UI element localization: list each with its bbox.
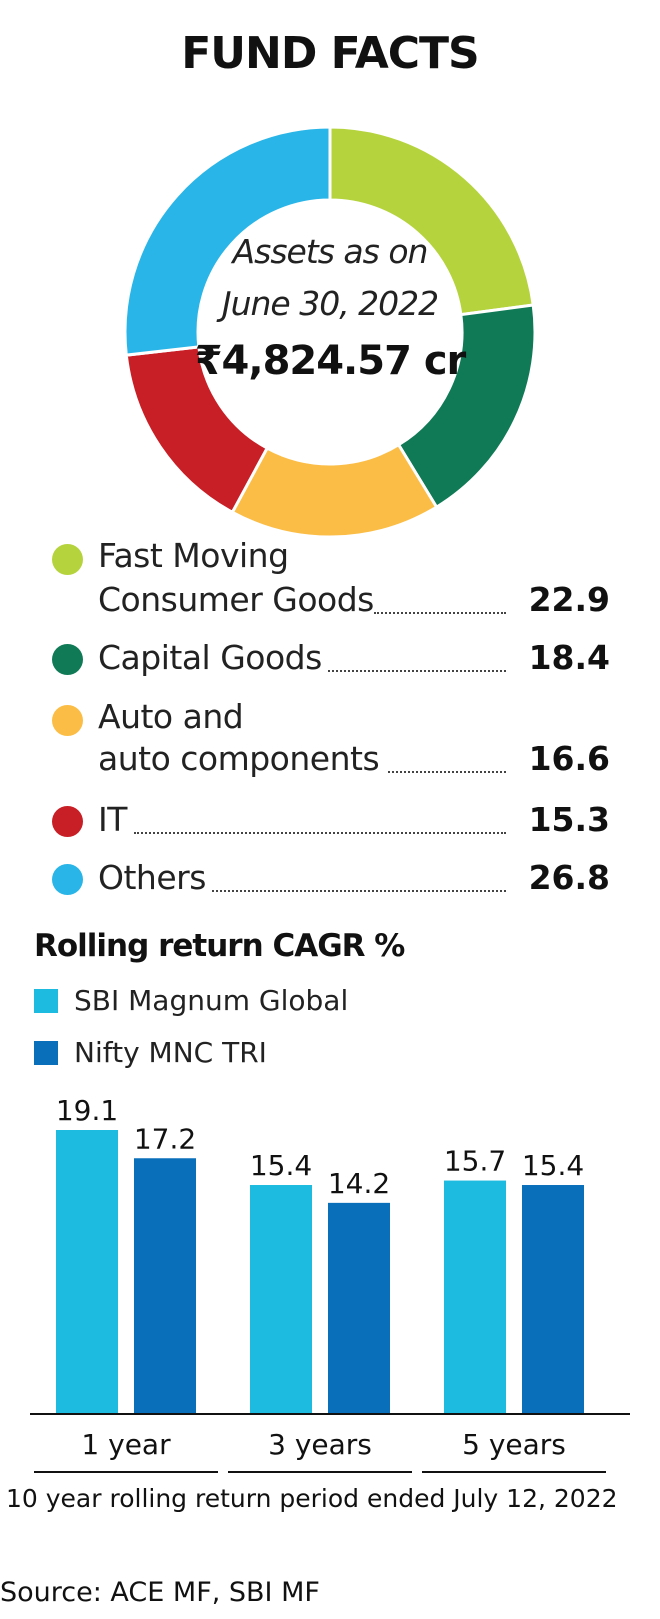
leader-dots <box>328 670 506 672</box>
series-legend-sbi: SBI Magnum Global <box>34 984 434 1018</box>
series-legend-nifty: Nifty MNC TRI <box>34 1036 434 1070</box>
rolling-return-bar-chart: 19.1 17.2 1 year 15.4 14.2 3 years 15.7 15.4 5 y… <box>30 1094 630 1473</box>
legend-label-line2: Consumer Goods <box>98 580 374 619</box>
sector-donut-chart <box>123 125 537 539</box>
donut-label-line2: June 30, 2022 <box>221 284 439 323</box>
legend-dot-capital-goods <box>52 644 83 675</box>
leader-dots <box>134 832 506 834</box>
legend-value-it: 15.3 <box>528 800 610 839</box>
series-swatch-sbi <box>34 989 58 1013</box>
donut-label-line1: Assets as on <box>232 232 429 271</box>
legend-item-fmcg: Fast Moving Consumer Goods 22.9 <box>52 536 610 620</box>
bar-value-label: 14.2 <box>328 1167 390 1200</box>
series-label-nifty: Nifty MNC TRI <box>74 1036 267 1069</box>
bar-value-label: 17.2 <box>134 1122 196 1155</box>
bar-sbi-1-year <box>56 1130 118 1414</box>
legend-item-others: Others 26.8 <box>52 858 610 898</box>
legend-value-auto: 16.6 <box>528 739 610 778</box>
series-label-sbi: SBI Magnum Global <box>74 984 349 1017</box>
legend-item-auto: Auto and auto components 16.6 <box>52 697 610 781</box>
donut-slice-others <box>123 125 332 357</box>
bar-chart-title: Rolling return CAGR % <box>34 928 405 964</box>
x-tick-label: 3 years <box>268 1428 372 1461</box>
infographic-panel: FUND FACTS Assets as on June 30, 2022 ₹4… <box>6 28 630 1513</box>
leader-dots <box>374 612 506 614</box>
legend-label-line1: Auto and <box>98 697 244 736</box>
legend-item-capital-goods: Capital Goods 18.4 <box>52 638 610 678</box>
total-assets-value: ₹4,824.57 cr <box>194 338 467 384</box>
legend-dot-others <box>52 864 83 895</box>
source-credit: Source: ACE MF, SBI MF <box>0 1577 320 1608</box>
leader-dots <box>212 890 506 892</box>
legend-item-it: IT 15.3 <box>52 800 610 840</box>
legend-label: IT <box>98 800 127 839</box>
donut-slice-fmcg <box>328 125 535 317</box>
page-title: FUND FACTS <box>181 28 480 79</box>
bar-sbi-5-years <box>444 1180 506 1414</box>
x-tick-label: 5 years <box>462 1428 566 1461</box>
series-swatch-nifty <box>34 1041 58 1065</box>
legend-label: Others <box>98 858 206 897</box>
legend-dot-it <box>52 806 83 837</box>
leader-dots <box>388 771 506 773</box>
bar-value-label: 19.1 <box>56 1094 118 1127</box>
x-tick-label: 1 year <box>81 1428 171 1461</box>
legend-label-line2: auto components <box>98 739 380 778</box>
legend-dot-auto <box>52 705 83 736</box>
bar-sbi-3-years <box>250 1185 312 1414</box>
footnote: 10 year rolling return period ended July… <box>6 1484 618 1513</box>
legend-value-fmcg: 22.9 <box>528 580 610 619</box>
legend-value-others: 26.8 <box>528 858 610 897</box>
bar-value-label: 15.4 <box>522 1149 584 1182</box>
bar-nifty-3-years <box>328 1202 390 1414</box>
legend-value-capital-goods: 18.4 <box>528 638 610 677</box>
legend-label: Capital Goods <box>98 638 322 677</box>
bar-value-label: 15.7 <box>444 1145 506 1178</box>
bar-nifty-1-year <box>134 1158 196 1414</box>
bar-value-label: 15.4 <box>250 1149 312 1182</box>
legend-label-line1: Fast Moving <box>98 536 289 575</box>
bar-nifty-5-years <box>522 1185 584 1414</box>
legend-dot-fmcg <box>52 544 83 575</box>
